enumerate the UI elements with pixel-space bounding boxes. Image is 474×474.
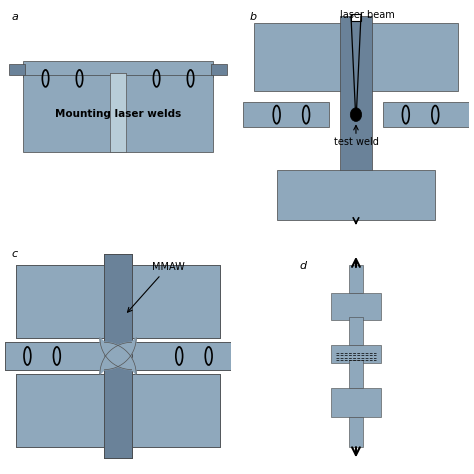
FancyBboxPatch shape (110, 73, 126, 152)
FancyBboxPatch shape (110, 73, 126, 152)
FancyBboxPatch shape (331, 345, 381, 363)
Text: d: d (299, 261, 306, 271)
FancyBboxPatch shape (349, 417, 363, 447)
FancyBboxPatch shape (5, 342, 104, 370)
FancyBboxPatch shape (349, 265, 363, 292)
FancyBboxPatch shape (340, 16, 372, 175)
FancyBboxPatch shape (129, 265, 220, 338)
Polygon shape (104, 338, 136, 370)
Polygon shape (100, 342, 132, 374)
FancyBboxPatch shape (16, 374, 107, 447)
FancyBboxPatch shape (16, 374, 104, 447)
FancyBboxPatch shape (132, 342, 231, 370)
FancyBboxPatch shape (349, 318, 363, 345)
Text: laser beam: laser beam (340, 10, 395, 20)
FancyBboxPatch shape (129, 374, 220, 447)
FancyBboxPatch shape (132, 342, 231, 370)
FancyBboxPatch shape (104, 254, 132, 458)
FancyBboxPatch shape (5, 342, 104, 370)
FancyBboxPatch shape (104, 254, 132, 458)
FancyBboxPatch shape (23, 75, 213, 152)
Polygon shape (100, 338, 132, 370)
Text: test weld: test weld (334, 137, 378, 147)
Text: a: a (11, 11, 18, 21)
FancyBboxPatch shape (331, 388, 381, 417)
FancyBboxPatch shape (254, 23, 458, 91)
FancyBboxPatch shape (211, 64, 227, 75)
FancyBboxPatch shape (132, 374, 220, 447)
Ellipse shape (350, 108, 362, 121)
FancyBboxPatch shape (383, 102, 469, 127)
Ellipse shape (116, 353, 120, 359)
Text: b: b (249, 11, 256, 21)
FancyBboxPatch shape (351, 14, 361, 20)
FancyBboxPatch shape (349, 361, 363, 388)
FancyBboxPatch shape (23, 62, 213, 77)
FancyBboxPatch shape (16, 265, 107, 338)
FancyBboxPatch shape (331, 292, 381, 319)
Polygon shape (104, 342, 136, 374)
FancyBboxPatch shape (16, 265, 104, 338)
Text: Mounting laser welds: Mounting laser welds (55, 109, 181, 118)
Text: MMAW: MMAW (128, 262, 184, 312)
FancyBboxPatch shape (132, 265, 220, 338)
FancyBboxPatch shape (104, 254, 132, 458)
FancyBboxPatch shape (9, 64, 25, 75)
Text: c: c (11, 249, 18, 259)
FancyBboxPatch shape (277, 170, 435, 220)
FancyBboxPatch shape (243, 102, 329, 127)
